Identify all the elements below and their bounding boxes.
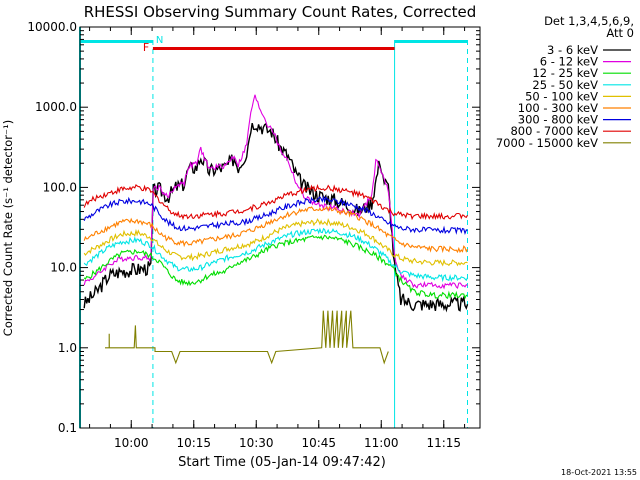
y-tick-label: 100.0 — [43, 180, 77, 194]
flare-flag-label: F — [143, 41, 149, 54]
series-line-6 — [83, 206, 468, 254]
series-line-7 — [83, 195, 468, 236]
series-line-1 — [83, 122, 469, 313]
flare-interval-bar — [152, 47, 395, 50]
series-line-8 — [83, 183, 468, 221]
x-tick-label: 11:00 — [364, 436, 399, 450]
axes: 0.1 1.0 10.0 100.0 1000.0 10000.0 10:00 10:15 10… — [27, 20, 481, 450]
y-tick-label: 1000.0 — [35, 100, 77, 114]
y-tick-label: 0.1 — [58, 421, 77, 435]
x-tick-label: 10:15 — [176, 436, 211, 450]
night-interval-bar — [394, 40, 468, 43]
legend-header-line-2: Att 0 — [606, 26, 634, 40]
legend-label-9: 7000 - 15000 keV — [496, 136, 598, 150]
night-interval-bar — [80, 40, 153, 43]
x-tick-label: 10:00 — [114, 436, 149, 450]
legend-label-5: 50 - 100 keV — [525, 89, 598, 103]
chart-title: RHESSI Observing Summary Count Rates, Co… — [84, 3, 477, 21]
y-tick-label: 10.0 — [50, 261, 77, 275]
plot-frame — [79, 26, 481, 429]
legend-label-1: 3 - 6 keV — [547, 43, 598, 57]
legend-label-4: 25 - 50 keV — [532, 78, 598, 92]
series-line-5 — [83, 217, 468, 267]
series-line-4 — [83, 227, 468, 283]
legend-label-2: 6 - 12 keV — [540, 55, 598, 69]
series-line-3 — [83, 234, 468, 300]
x-tick-label: 10:45 — [301, 436, 336, 450]
y-tick-label: 1.0 — [58, 341, 77, 355]
timestamp: 18-Oct-2021 13:55 — [561, 468, 637, 477]
series-layer — [83, 94, 469, 365]
x-axis-label: Start Time (05-Jan-14 09:47:42) — [178, 455, 386, 470]
legend-label-8: 800 - 7000 keV — [510, 124, 598, 138]
legend-label-3: 12 - 25 keV — [532, 66, 598, 80]
series-line-2 — [83, 94, 468, 290]
y-tick-label: 10000.0 — [27, 20, 77, 34]
legend-label-6: 100 - 300 keV — [518, 101, 598, 115]
legend-header-line-1: Det 1,3,4,5,6,9, — [544, 14, 634, 28]
series-line-9 — [105, 310, 389, 365]
flag-layer: FN — [79, 27, 468, 428]
legend-label-7: 300 - 800 keV — [518, 113, 598, 127]
x-tick-label: 11:15 — [426, 436, 461, 450]
y-axis-label: Corrected Count Rate (s⁻¹ detector⁻¹) — [1, 120, 15, 336]
night-flag-label: N — [156, 35, 163, 46]
x-tick-label: 10:30 — [239, 436, 274, 450]
